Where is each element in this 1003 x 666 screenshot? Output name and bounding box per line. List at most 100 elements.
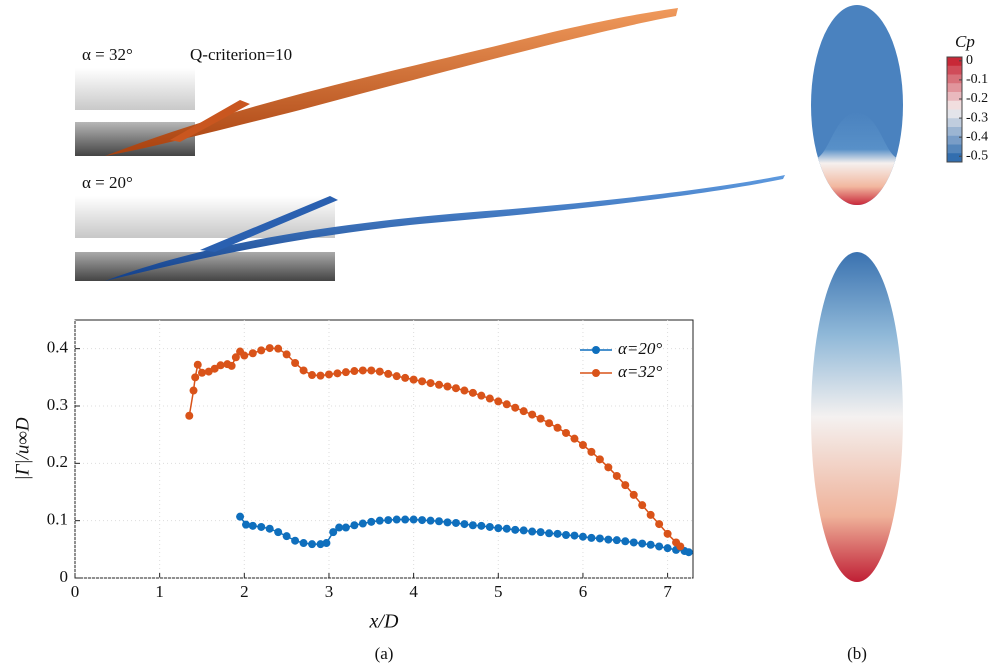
data-point xyxy=(217,361,225,369)
data-point xyxy=(367,366,375,374)
x-tick-label: 0 xyxy=(71,582,80,601)
data-point xyxy=(401,374,409,382)
data-point xyxy=(452,384,460,392)
data-point xyxy=(190,387,198,395)
legend-label: α=20° xyxy=(618,339,662,358)
panel-label: (b) xyxy=(847,644,867,663)
data-point xyxy=(443,383,451,391)
data-point xyxy=(596,534,604,542)
data-point xyxy=(300,366,308,374)
x-tick-label: 6 xyxy=(579,582,588,601)
data-point xyxy=(630,491,638,499)
colorbar: 0 -0.1 -0.2 -0.3 -0.4 -0.5 Cp xyxy=(947,32,988,164)
colorbar-band xyxy=(947,110,962,119)
legend-label: α=32° xyxy=(618,362,662,381)
legend-marker xyxy=(592,346,600,354)
data-point xyxy=(621,537,629,545)
data-point xyxy=(520,526,528,534)
data-point xyxy=(545,529,553,537)
legend-marker xyxy=(592,369,600,377)
colorbar-title: Cp xyxy=(955,32,975,51)
data-point xyxy=(664,530,672,538)
data-point xyxy=(596,455,604,463)
data-point xyxy=(460,520,468,528)
data-point xyxy=(410,516,418,524)
y-tick-label: 0.1 xyxy=(47,510,68,529)
data-point xyxy=(410,376,418,384)
data-point xyxy=(613,472,621,480)
data-point xyxy=(638,501,646,509)
data-point xyxy=(647,541,655,549)
panel-label: (a) xyxy=(375,644,394,663)
colorbar-tick-label: 0 xyxy=(966,53,973,68)
colorbar-band xyxy=(947,153,962,162)
data-point xyxy=(604,536,612,544)
data-point xyxy=(562,531,570,539)
data-point xyxy=(469,521,477,529)
data-point xyxy=(537,528,545,536)
data-point xyxy=(486,523,494,531)
data-point xyxy=(283,532,291,540)
data-point xyxy=(452,519,460,527)
y-axis-label: |Γ|/u∞D xyxy=(12,417,33,481)
data-point xyxy=(308,371,316,379)
data-point xyxy=(570,435,578,443)
data-point xyxy=(317,372,325,380)
x-tick-label: 7 xyxy=(663,582,672,601)
data-point xyxy=(283,350,291,358)
data-point xyxy=(469,389,477,397)
data-point xyxy=(418,516,426,524)
colorbar-band xyxy=(947,75,962,84)
data-point xyxy=(393,516,401,524)
data-point xyxy=(630,538,638,546)
data-point xyxy=(257,346,265,354)
data-point xyxy=(342,524,350,532)
data-point xyxy=(198,369,206,377)
y-tick-label: 0.4 xyxy=(47,338,69,357)
data-point xyxy=(587,448,595,456)
data-point xyxy=(528,528,536,536)
data-point xyxy=(676,542,684,550)
data-point xyxy=(240,352,248,360)
data-point xyxy=(291,359,299,367)
colorbar-tick-label: -0.4 xyxy=(966,129,988,144)
data-point xyxy=(477,522,485,530)
data-point xyxy=(274,345,282,353)
data-point xyxy=(274,528,282,536)
data-point xyxy=(460,387,468,395)
data-point xyxy=(570,532,578,540)
data-point xyxy=(528,411,536,419)
data-point xyxy=(554,530,562,538)
data-point xyxy=(685,548,693,556)
data-point xyxy=(367,518,375,526)
colorbar-tick-label: -0.5 xyxy=(966,148,988,163)
data-point xyxy=(494,397,502,405)
data-point xyxy=(350,521,358,529)
colorbar-tick-label: -0.2 xyxy=(966,91,988,106)
data-point xyxy=(579,441,587,449)
data-point xyxy=(655,542,663,550)
data-point xyxy=(503,400,511,408)
data-point xyxy=(228,362,236,370)
data-point xyxy=(401,516,409,524)
data-point xyxy=(376,368,384,376)
colorbar-tick-label: -0.3 xyxy=(966,110,988,125)
data-point xyxy=(621,481,629,489)
colorbar-band xyxy=(947,83,962,92)
x-tick-label: 4 xyxy=(409,582,418,601)
colorbar-band xyxy=(947,145,962,154)
data-point xyxy=(604,463,612,471)
data-point xyxy=(511,526,519,534)
data-point xyxy=(427,517,435,525)
data-point xyxy=(664,544,672,552)
data-point xyxy=(333,369,341,377)
data-point xyxy=(266,525,274,533)
colorbar-tick-label: -0.1 xyxy=(966,72,988,87)
y-tick-label: 0.3 xyxy=(47,395,68,414)
data-point xyxy=(350,367,358,375)
data-point xyxy=(587,534,595,542)
data-point xyxy=(236,513,244,521)
data-point xyxy=(613,536,621,544)
data-point xyxy=(359,520,367,528)
annotation: α = 32° xyxy=(82,45,133,64)
